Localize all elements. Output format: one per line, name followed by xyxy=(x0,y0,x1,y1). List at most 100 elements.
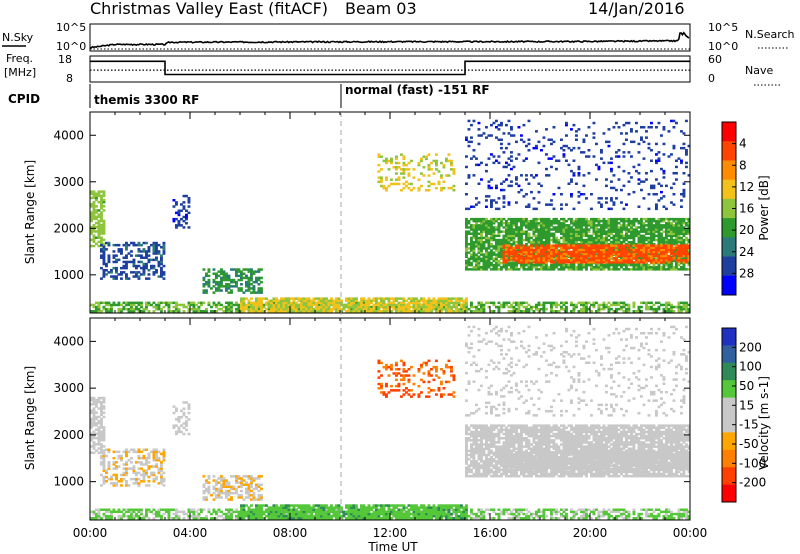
power-cell xyxy=(685,236,688,240)
power-cell xyxy=(395,305,398,309)
power-cell xyxy=(102,230,106,233)
power-cell xyxy=(645,244,648,247)
power-cell xyxy=(387,305,391,309)
power-cell xyxy=(652,230,656,233)
power-cell xyxy=(145,254,148,257)
power-cell xyxy=(680,268,683,271)
power-cell xyxy=(495,243,498,246)
power-cell xyxy=(662,169,666,173)
power-cell xyxy=(520,301,523,305)
power-cell xyxy=(610,222,613,225)
power-cell xyxy=(472,119,476,123)
power-cell xyxy=(592,136,596,139)
power-cell xyxy=(645,178,648,181)
power-cell xyxy=(330,310,333,313)
power-cell xyxy=(100,203,103,206)
power-cell xyxy=(602,222,606,225)
power-cell xyxy=(652,266,656,269)
power-cell xyxy=(490,236,493,240)
power-cell xyxy=(612,201,616,204)
power-cell xyxy=(670,259,673,262)
power-cell xyxy=(507,224,511,227)
cpid-label: CPID xyxy=(8,92,40,106)
power-cell xyxy=(467,226,471,229)
power-cell xyxy=(382,159,386,163)
power-cell xyxy=(480,178,483,181)
power-cell xyxy=(572,303,576,307)
power-cell xyxy=(562,238,566,242)
power-cell xyxy=(367,310,371,313)
power-cell xyxy=(615,261,618,264)
power-cell xyxy=(682,142,686,146)
power-cell xyxy=(120,252,123,255)
power-cell xyxy=(225,274,228,278)
power-cell xyxy=(575,254,578,258)
power-cell xyxy=(447,174,451,177)
power-cell xyxy=(212,272,216,275)
power-cell xyxy=(577,201,581,204)
power-cell xyxy=(502,249,506,252)
power-cell xyxy=(487,257,491,261)
power-cell xyxy=(260,276,263,280)
power-cell xyxy=(685,161,688,165)
power-cell xyxy=(97,301,101,305)
power-cell xyxy=(525,263,528,267)
power-cell xyxy=(602,238,606,242)
power-cell xyxy=(240,289,243,292)
power-cell xyxy=(592,248,596,252)
power-cell xyxy=(232,268,236,271)
power-cell xyxy=(267,301,271,305)
power-cell xyxy=(217,301,221,305)
power-cell xyxy=(445,303,448,307)
power-cell xyxy=(630,247,633,250)
power-cell xyxy=(255,310,258,313)
power-cell xyxy=(637,222,641,225)
power-cell xyxy=(677,256,681,260)
power-cell xyxy=(532,259,536,262)
power-cell xyxy=(302,301,306,305)
power-cell xyxy=(485,195,488,198)
power-cell xyxy=(347,307,351,311)
power-cell xyxy=(595,301,598,305)
power-cell xyxy=(597,246,601,249)
power-cell xyxy=(307,307,311,311)
power-cell xyxy=(607,259,611,262)
power-cell xyxy=(92,203,96,206)
power-cell xyxy=(527,203,531,206)
power-cell xyxy=(432,307,436,311)
power-cell xyxy=(432,301,436,305)
power-cell xyxy=(260,305,263,309)
power-cell xyxy=(410,182,413,186)
power-cell xyxy=(390,305,393,309)
power-cell xyxy=(682,305,686,309)
power-cell xyxy=(610,243,613,246)
power-cell xyxy=(627,261,631,264)
power-cell xyxy=(615,254,618,258)
power-cell xyxy=(300,305,303,309)
power-cell xyxy=(492,251,496,254)
power-cell xyxy=(637,310,641,313)
power-cell xyxy=(600,234,603,238)
power-cell xyxy=(575,226,578,229)
power-cell xyxy=(545,226,548,229)
power-cell xyxy=(462,303,466,307)
power-cell xyxy=(592,121,596,125)
power-cell xyxy=(600,240,603,244)
power-cell xyxy=(675,261,678,265)
power-cell xyxy=(475,310,478,313)
power-cell xyxy=(562,268,566,271)
power-cell xyxy=(525,224,528,227)
power-cell xyxy=(327,310,331,313)
power-cell xyxy=(582,230,586,233)
power-cell xyxy=(560,259,563,262)
power-cell xyxy=(660,261,663,264)
power-cell xyxy=(647,232,651,235)
power-cell xyxy=(627,230,631,233)
power-cell xyxy=(652,250,656,254)
power-cell xyxy=(327,301,331,305)
power-cell xyxy=(135,264,138,268)
power-cell xyxy=(572,261,576,264)
power-cell xyxy=(195,307,198,311)
power-cell xyxy=(530,307,533,311)
power-cell xyxy=(137,275,141,278)
